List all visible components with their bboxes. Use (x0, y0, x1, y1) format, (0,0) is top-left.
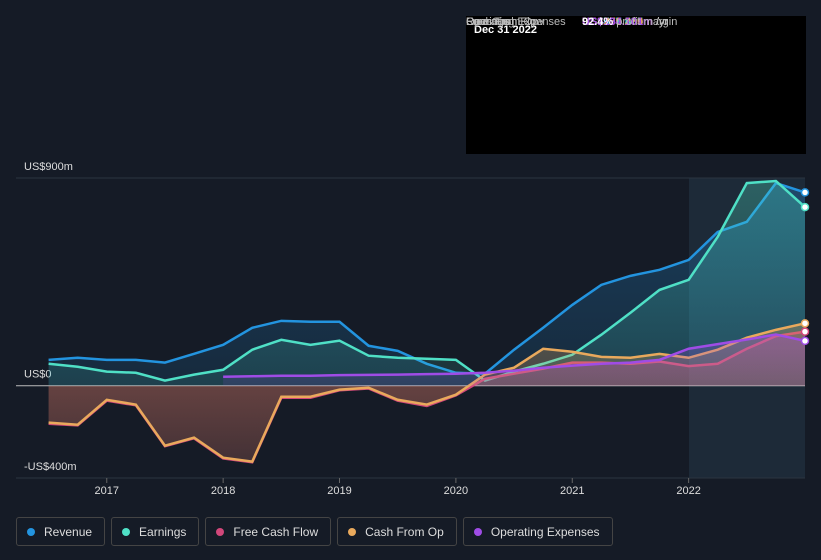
margin-value: 92.4% (582, 16, 614, 28)
legend-item[interactable]: Earnings (111, 517, 200, 546)
x-tick-label: 2017 (95, 485, 119, 497)
tooltip-label: Revenue (466, 16, 511, 28)
legend-label: Cash From Op (365, 524, 444, 539)
legend-dot (122, 527, 131, 536)
end-marker (800, 336, 810, 346)
legend-label: Free Cash Flow (233, 524, 319, 539)
y-tick-label: US$900m (24, 161, 73, 173)
y-tick-label: US$0 (24, 369, 52, 381)
tooltip-label: Earnings (466, 16, 510, 28)
tooltip-margin: 92.4% profit margin (582, 16, 677, 28)
series-line (48, 179, 806, 382)
legend-label: Earnings (139, 524, 187, 539)
margin-text: profit margin (616, 16, 678, 28)
tooltip-unit: /yr (655, 16, 669, 28)
tooltip-value-wrap: US$270.269m/yr (582, 16, 668, 28)
x-tick-label: 2020 (444, 485, 468, 497)
tooltip-label: Operating Expenses (466, 16, 566, 28)
x-tick-label: 2018 (211, 485, 235, 497)
tooltip-value-wrap: US$194.101m/yr (582, 16, 668, 28)
series-area (223, 334, 805, 386)
tooltip-title: Dec 31 2022 (474, 24, 537, 36)
end-marker (800, 327, 810, 336)
tooltip-value: US$270.269m (582, 16, 653, 28)
tooltip-unit: /yr (655, 16, 669, 28)
tooltip-unit: /yr (655, 16, 669, 28)
legend-item[interactable]: Cash From Op (337, 517, 457, 546)
y-tick-label: -US$400m (24, 461, 77, 473)
tooltip-label: Free Cash Flow (466, 16, 544, 28)
legend-item[interactable]: Free Cash Flow (205, 517, 332, 546)
series-area (48, 181, 806, 386)
tooltip: Dec 31 2022 Revenue US$837.530m/yr Earning… (466, 16, 806, 154)
end-marker (800, 202, 810, 212)
legend-dot (216, 527, 225, 536)
tooltip-value: US$194.101m (582, 16, 653, 28)
tooltip-value: US$234.286m (582, 16, 653, 28)
end-marker (800, 319, 810, 328)
tooltip-value: US$837.530m (582, 16, 653, 28)
x-tick-label: 2019 (327, 485, 351, 497)
legend-item[interactable]: Revenue (16, 517, 106, 546)
tooltip-value-wrap: US$234.286m/yr (582, 16, 668, 28)
tooltip-value-wrap: US$837.530m/yr (582, 16, 668, 28)
x-tick-label: 2021 (560, 485, 584, 497)
legend-label: Revenue (44, 524, 93, 539)
chart: -US$400m US$0 US$900m 2017 2018 2019 2020 2021 2… (16, 161, 810, 497)
legend-label: Operating Expenses (490, 524, 600, 539)
tooltip-unit: /yr (655, 16, 669, 28)
end-marker (800, 188, 810, 197)
legend-dot (27, 527, 35, 536)
x-tick-label: 2022 (676, 485, 700, 497)
legend: Revenue Earnings Free Cash Flow Cash From O… (16, 517, 613, 546)
tooltip-label: Cash From Op (466, 16, 539, 28)
tooltip-value-wrap: US$773.835m/yr (582, 16, 668, 28)
legend-dot (348, 527, 357, 536)
tooltip-unit: /yr (655, 16, 669, 28)
series-line (223, 333, 806, 378)
tooltip-value: US$773.835m (582, 16, 653, 28)
legend-item[interactable]: Operating Expenses (462, 517, 613, 546)
legend-dot (473, 527, 482, 536)
